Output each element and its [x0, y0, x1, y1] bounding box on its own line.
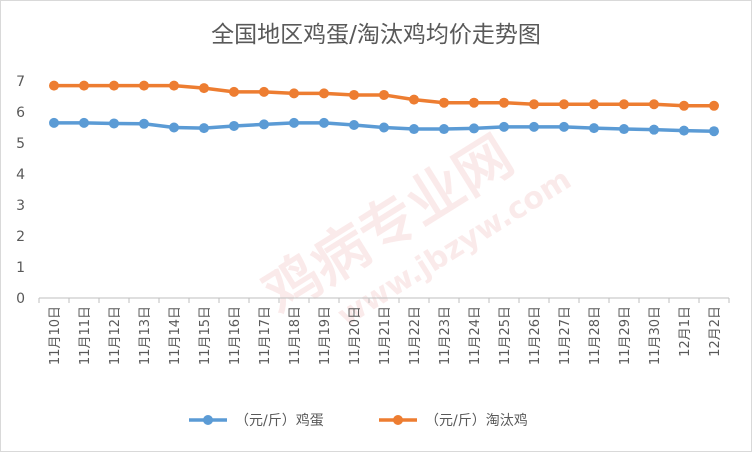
data-point	[199, 123, 209, 134]
x-tick-label: 11月15日	[198, 306, 213, 365]
data-point	[289, 88, 299, 99]
x-tick-label: 11月13日	[138, 306, 153, 365]
y-tick-label: 2	[16, 229, 25, 245]
data-point	[259, 86, 269, 97]
data-point	[409, 124, 419, 135]
data-point	[259, 119, 269, 130]
x-tick-label: 11月30日	[648, 306, 663, 365]
data-point	[109, 118, 119, 129]
legend-item-2: （元/斤）淘汰鸡	[379, 412, 528, 429]
data-point	[79, 117, 89, 128]
x-tick-label: 11月27日	[558, 306, 573, 365]
x-tick-label: 11月20日	[348, 306, 363, 365]
y-tick-label: 7	[16, 74, 25, 90]
x-tick-label: 11月19日	[318, 306, 333, 365]
x-tick-label: 11月28日	[588, 306, 603, 365]
x-tick-label: 11月23日	[438, 306, 453, 365]
data-point	[139, 118, 149, 129]
data-point	[529, 121, 539, 132]
y-tick-label: 5	[16, 136, 25, 152]
x-tick-label: 11月24日	[468, 306, 483, 365]
data-point	[379, 122, 389, 133]
data-point	[679, 125, 689, 136]
y-tick-label: 6	[16, 105, 25, 121]
x-tick-label: 12月1日	[678, 306, 693, 357]
x-tick-label: 11月16日	[228, 306, 243, 365]
data-point	[469, 123, 479, 134]
legend-label: （元/斤）淘汰鸡	[425, 412, 528, 429]
data-point	[229, 86, 239, 97]
x-tick-label: 11月22日	[408, 306, 423, 365]
y-tick-label: 4	[16, 167, 25, 183]
data-point	[319, 88, 329, 99]
y-tick-label: 0	[16, 291, 25, 307]
data-point	[229, 120, 239, 131]
data-point	[499, 121, 509, 132]
data-point	[199, 83, 209, 94]
legend-swatch-marker	[203, 415, 213, 425]
chart-title: 全国地区鸡蛋/淘汰鸡均价走势图	[211, 22, 541, 48]
data-point	[709, 126, 719, 137]
data-point	[559, 121, 569, 132]
data-point	[619, 99, 629, 110]
data-point	[559, 99, 569, 110]
data-point	[619, 124, 629, 135]
x-tick-label: 11月18日	[288, 306, 303, 365]
legend: （元/斤）鸡蛋 （元/斤）淘汰鸡	[189, 412, 528, 429]
legend-label: （元/斤）鸡蛋	[235, 412, 324, 429]
data-point	[439, 97, 449, 108]
data-point	[349, 89, 359, 100]
data-point	[49, 117, 59, 128]
x-tick-label: 11月21日	[378, 306, 393, 365]
data-point	[679, 100, 689, 111]
data-point	[379, 89, 389, 100]
series-layer	[49, 80, 719, 137]
data-point	[349, 120, 359, 131]
data-point	[499, 97, 509, 108]
series-2	[49, 80, 719, 111]
x-tick-label: 11月17日	[258, 306, 273, 365]
x-tick-label: 11月12日	[108, 306, 123, 365]
x-tick-label: 11月14日	[168, 306, 183, 365]
legend-item-1: （元/斤）鸡蛋	[189, 412, 324, 429]
data-point	[469, 97, 479, 108]
data-point	[439, 124, 449, 135]
x-tick-label: 11月26日	[528, 306, 543, 365]
x-tick-label: 11月10日	[48, 306, 63, 365]
y-tick-label: 1	[16, 260, 25, 276]
data-point	[79, 80, 89, 91]
legend-swatch-marker	[393, 415, 403, 425]
data-point	[169, 122, 179, 133]
data-point	[169, 80, 179, 91]
x-tick-label: 11月29日	[618, 306, 633, 365]
series-1	[49, 117, 719, 137]
x-tick-label: 11月25日	[498, 306, 513, 365]
data-point	[109, 80, 119, 91]
data-point	[409, 94, 419, 105]
x-tick-label: 12月2日	[708, 306, 723, 357]
data-point	[709, 100, 719, 111]
data-point	[139, 80, 149, 91]
y-tick-label: 3	[16, 198, 25, 214]
axis-layer: 0 1 2 3 4 5 6 7 11月10日 11月11日 11月12日 11月13日 11月14日 11…	[16, 74, 730, 365]
data-point	[649, 124, 659, 135]
data-point	[319, 117, 329, 128]
data-point	[529, 99, 539, 110]
data-point	[589, 99, 599, 110]
x-tick-label: 11月11日	[78, 306, 93, 365]
data-point	[49, 80, 59, 91]
data-point	[589, 123, 599, 134]
data-point	[649, 99, 659, 110]
data-point	[289, 117, 299, 128]
